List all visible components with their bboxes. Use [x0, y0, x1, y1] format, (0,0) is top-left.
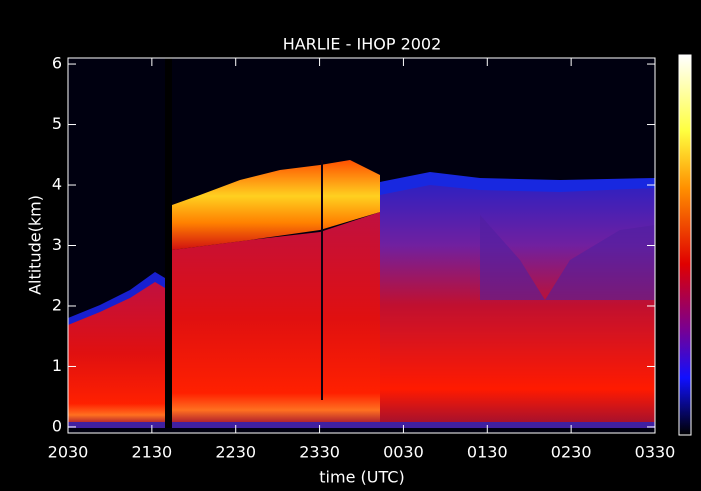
y-tick-label: 1 [52, 356, 62, 375]
y-axis-label: Altitude(km) [26, 195, 45, 295]
x-tick-label: 0130 [467, 443, 508, 462]
x-tick-label: 2330 [299, 443, 340, 462]
chart-title: HARLIE - IHOP 2002 [283, 35, 442, 54]
x-axis-label: time (UTC) [319, 468, 404, 487]
x-tick-label: 2030 [48, 443, 89, 462]
x-tick-label: 2230 [215, 443, 256, 462]
x-tick-label: 2130 [131, 443, 172, 462]
x-tick-label: 0230 [551, 443, 592, 462]
y-tick-label: 0 [52, 416, 62, 435]
y-tick-label: 2 [52, 295, 62, 314]
y-tick-label: 3 [52, 235, 62, 254]
y-tick-label: 4 [52, 175, 62, 194]
x-tick-label: 0330 [635, 443, 676, 462]
colorbar [678, 54, 692, 436]
y-tick-label: 5 [52, 114, 62, 133]
heatmap-field [68, 58, 655, 433]
x-tick-label: 0030 [383, 443, 424, 462]
y-tick-label: 6 [52, 54, 62, 73]
